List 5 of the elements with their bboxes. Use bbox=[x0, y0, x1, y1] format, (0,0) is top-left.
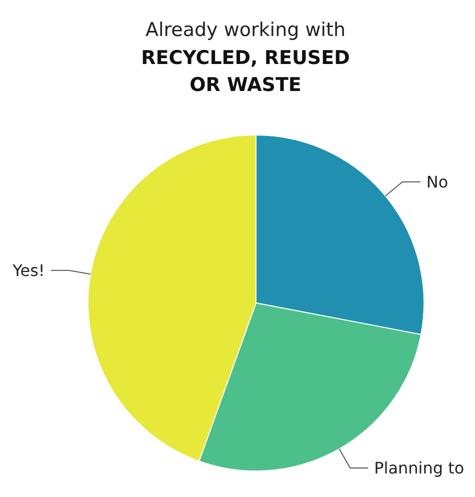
chart-subtitle: RECYCLED, REUSED OR WASTE bbox=[141, 47, 350, 96]
chart-title: Already working with bbox=[145, 19, 346, 41]
slice-label: Yes! bbox=[12, 260, 45, 280]
slice-label: Planning to bbox=[374, 458, 464, 478]
slice-label: No bbox=[426, 172, 448, 192]
